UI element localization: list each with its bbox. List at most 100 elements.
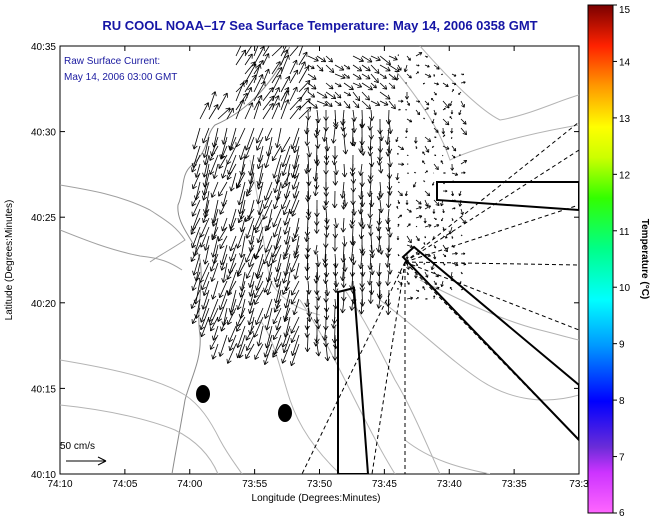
current-vector bbox=[422, 151, 426, 156]
current-vector bbox=[298, 51, 308, 66]
bathymetry-contour bbox=[379, 299, 579, 401]
current-vector bbox=[290, 253, 300, 273]
current-vector bbox=[245, 334, 255, 351]
current-vector bbox=[405, 253, 409, 260]
current-vector bbox=[315, 343, 321, 357]
current-vector bbox=[239, 235, 246, 258]
current-vector bbox=[458, 91, 462, 95]
current-vector bbox=[264, 307, 273, 331]
current-vector bbox=[254, 307, 264, 325]
current-vector bbox=[290, 127, 300, 150]
current-vector bbox=[211, 208, 219, 227]
x-tick-label: 73:35 bbox=[502, 479, 527, 490]
current-vector bbox=[264, 217, 273, 232]
current-vector bbox=[220, 145, 228, 160]
current-vector bbox=[316, 64, 324, 72]
current-vector bbox=[244, 63, 257, 84]
current-vector bbox=[349, 298, 355, 311]
current-vector bbox=[266, 253, 273, 267]
y-tick-label: 40:30 bbox=[31, 128, 56, 139]
current-vector bbox=[283, 208, 291, 226]
current-vector bbox=[262, 199, 273, 220]
bathymetry-contour bbox=[419, 46, 579, 121]
current-vector bbox=[379, 73, 387, 79]
current-vector bbox=[396, 205, 399, 210]
current-vector bbox=[323, 262, 330, 278]
current-vector bbox=[254, 289, 264, 305]
current-vector bbox=[248, 271, 255, 288]
current-vector bbox=[415, 235, 420, 242]
current-vector bbox=[190, 217, 201, 235]
current-vector bbox=[377, 289, 383, 300]
current-vector bbox=[376, 298, 382, 309]
current-vector bbox=[290, 334, 300, 356]
current-vector bbox=[415, 71, 419, 75]
current-vector bbox=[397, 99, 404, 103]
bathymetry-contour bbox=[60, 359, 243, 474]
current-vector bbox=[290, 316, 300, 334]
current-vector bbox=[271, 61, 281, 75]
x-axis-ticks: 74:10 74:05 74:00 73:55 73:50 73:45 73:40 73:35… bbox=[47, 46, 589, 490]
current-vector bbox=[306, 307, 313, 322]
current-vector bbox=[450, 109, 454, 115]
current-vector bbox=[304, 127, 310, 146]
current-vector bbox=[271, 145, 282, 162]
current-vector bbox=[376, 190, 382, 201]
current-vector bbox=[298, 61, 306, 75]
station-marker bbox=[196, 385, 210, 403]
current-vector bbox=[424, 107, 429, 111]
colorbar-tick-label: 12 bbox=[619, 170, 631, 181]
current-vector bbox=[325, 100, 333, 107]
current-vector bbox=[199, 217, 210, 238]
current-vector bbox=[340, 271, 347, 288]
current-vector bbox=[281, 154, 291, 176]
current-vector bbox=[221, 217, 228, 232]
current-vector bbox=[290, 280, 300, 296]
current-vector bbox=[343, 100, 351, 109]
current-vector bbox=[211, 343, 219, 360]
current-vector bbox=[190, 244, 201, 262]
coastline bbox=[171, 46, 291, 474]
current-vector bbox=[254, 217, 264, 234]
current-vector bbox=[449, 116, 453, 120]
current-vector bbox=[191, 199, 201, 217]
current-vector bbox=[291, 172, 300, 190]
current-vector bbox=[229, 217, 237, 232]
current-vector bbox=[433, 136, 437, 139]
current-vector bbox=[352, 73, 362, 80]
current-vector bbox=[333, 253, 339, 268]
current-vector bbox=[414, 136, 418, 144]
current-vector bbox=[275, 271, 282, 288]
current-vector bbox=[368, 280, 375, 295]
current-vector bbox=[262, 53, 270, 66]
colorbar-tick-label: 9 bbox=[619, 340, 625, 351]
current-vector bbox=[191, 307, 201, 325]
current-vector bbox=[433, 217, 437, 220]
current-vector bbox=[218, 181, 228, 197]
current-vector bbox=[293, 262, 300, 280]
current-vector bbox=[442, 107, 446, 111]
colorbar-tick-label: 7 bbox=[619, 453, 625, 464]
current-vector bbox=[433, 163, 439, 171]
current-vector bbox=[370, 82, 377, 89]
current-vector bbox=[423, 217, 427, 224]
current-vector bbox=[431, 118, 435, 124]
current-vector bbox=[415, 64, 420, 67]
current-vector bbox=[433, 244, 437, 249]
bathymetry-contour bbox=[259, 319, 341, 474]
current-vector bbox=[272, 208, 282, 228]
current-vector bbox=[282, 199, 291, 216]
radial-coverage-lines bbox=[301, 121, 579, 474]
current-vector bbox=[424, 297, 428, 300]
current-vector bbox=[262, 102, 274, 120]
current-vector bbox=[460, 160, 468, 165]
current-vector bbox=[406, 55, 411, 61]
current-vector bbox=[433, 82, 439, 86]
current-vector bbox=[201, 127, 210, 144]
current-vector bbox=[460, 271, 463, 275]
current-vector bbox=[237, 208, 246, 224]
current-vector bbox=[272, 217, 282, 238]
current-vector bbox=[406, 223, 411, 228]
current-vector bbox=[330, 127, 337, 144]
current-vector bbox=[191, 271, 201, 291]
